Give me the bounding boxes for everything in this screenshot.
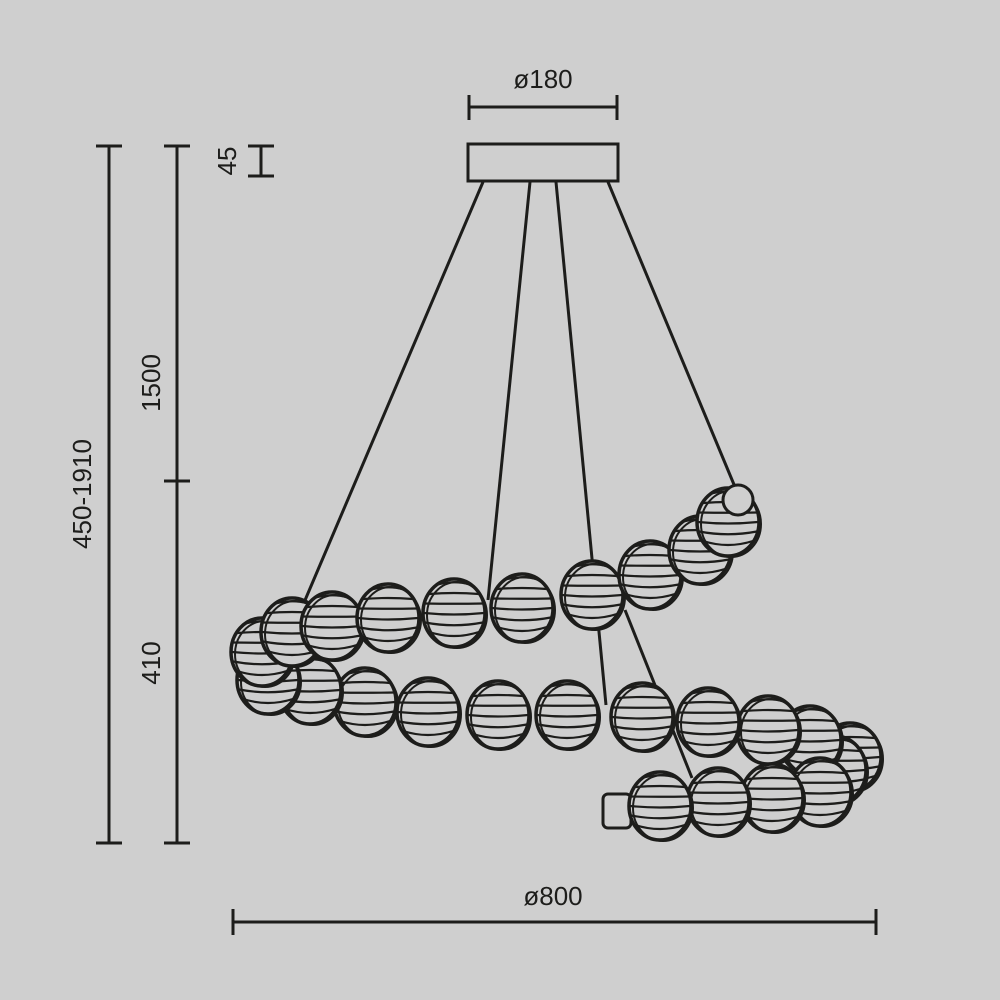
dimension-canopy-diameter [467, 95, 619, 120]
dimension-canopy-height [248, 144, 274, 178]
dimension-cable-and-body [164, 144, 190, 845]
spiral-top-cap [721, 483, 755, 517]
glass-bead [395, 676, 462, 748]
label-canopy-diameter: ø180 [513, 64, 572, 94]
label-overall-diameter: ø800 [523, 881, 582, 911]
bead-spiral [229, 483, 884, 842]
glass-bead [534, 679, 601, 751]
glass-bead [299, 590, 366, 662]
dimension-overall-diameter [231, 909, 878, 935]
glass-bead [685, 766, 752, 838]
label-cable-length: 1500 [136, 354, 166, 412]
glass-bead [465, 679, 532, 751]
glass-bead [421, 577, 488, 649]
dimension-total-height [96, 144, 122, 845]
glass-bead [355, 582, 422, 654]
spiral-end-cap [601, 792, 633, 830]
canopy [466, 142, 620, 183]
glass-bead [559, 559, 626, 631]
label-total-height: 450-1910 [67, 439, 97, 549]
glass-bead [735, 694, 802, 766]
glass-bead [489, 572, 556, 644]
glass-bead [609, 681, 676, 753]
label-body-height: 410 [136, 641, 166, 684]
label-canopy-height: 45 [212, 147, 242, 176]
glass-bead [332, 666, 399, 738]
glass-bead [675, 686, 742, 758]
glass-bead [627, 770, 694, 842]
